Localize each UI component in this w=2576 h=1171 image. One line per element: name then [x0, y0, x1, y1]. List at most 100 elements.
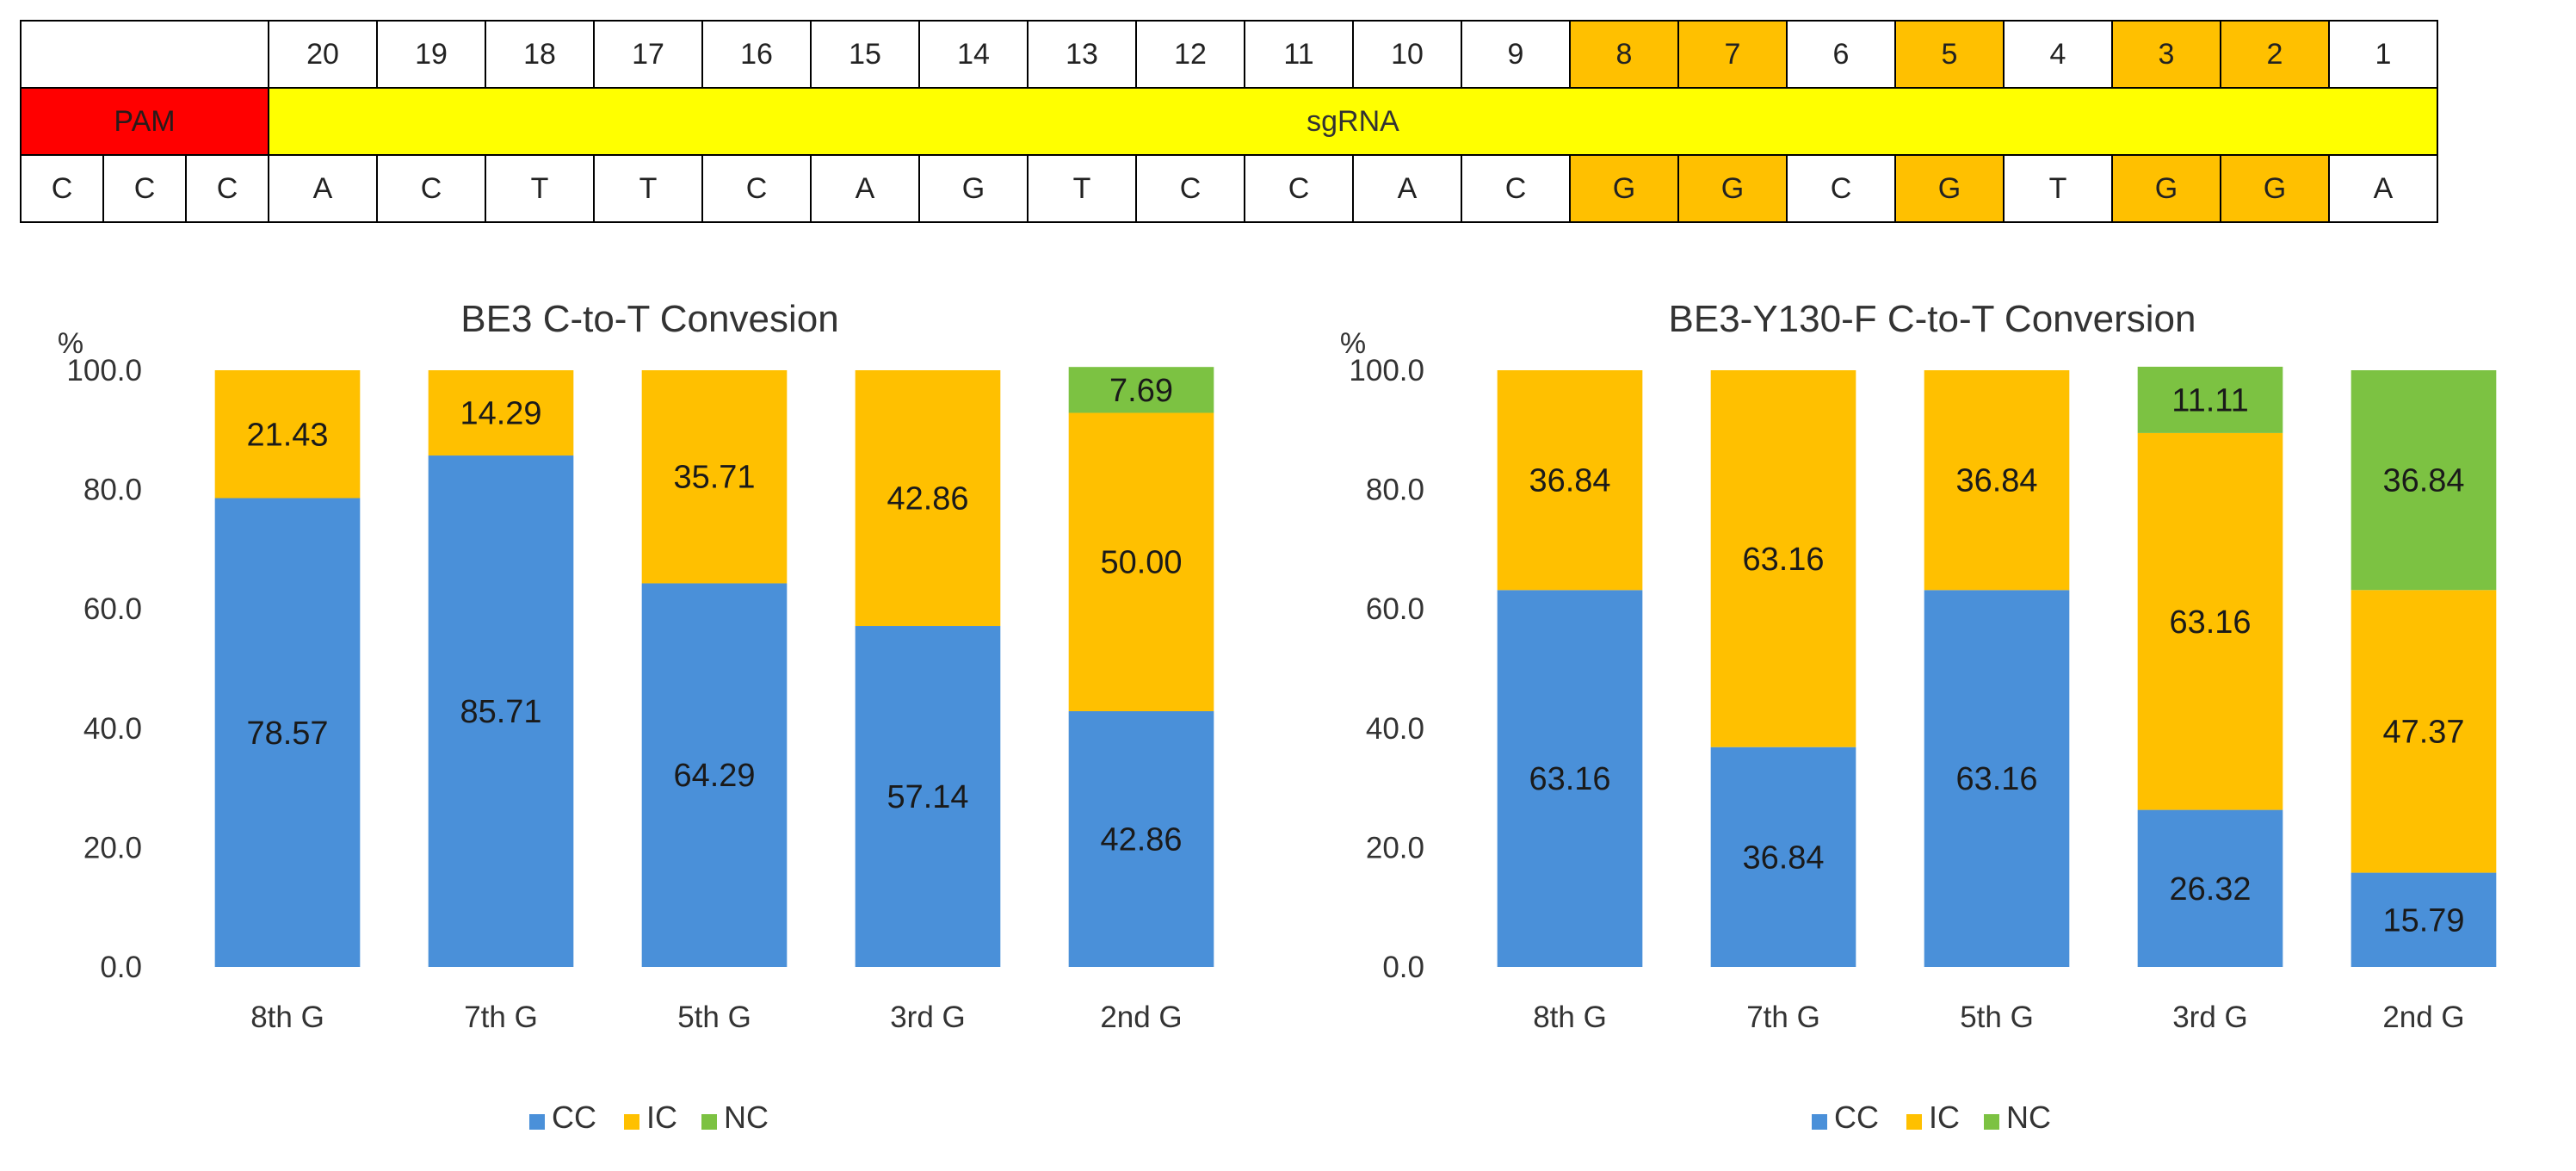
- chart-title: BE3 C-to-T Convesion: [460, 298, 838, 340]
- position-cell: 11: [1244, 20, 1354, 89]
- x-category-label: 5th G: [1960, 1001, 2034, 1034]
- sgrna-base-cell: A: [2328, 154, 2438, 223]
- chart-title: BE3-Y130-F C-to-T Conversion: [1669, 298, 2196, 340]
- data-label: 36.84: [1955, 463, 2037, 499]
- sgrna-base-cell: T: [1027, 154, 1137, 223]
- data-label: 63.16: [1529, 761, 1610, 797]
- y-axis-unit-label: %: [1340, 327, 1366, 360]
- sgrna-base-cell: A: [810, 154, 920, 223]
- sgrna-base-cell: C: [1461, 154, 1571, 223]
- data-label: 42.86: [1100, 821, 1182, 858]
- position-cell: 9: [1461, 20, 1571, 89]
- position-cell: 3: [2111, 20, 2221, 89]
- x-category-label: 8th G: [250, 1001, 324, 1034]
- x-category-label: 7th G: [1746, 1001, 1820, 1034]
- sgrna-base-cell: G: [2220, 154, 2330, 223]
- bar-segment-ic: [641, 370, 788, 584]
- data-label: 50.00: [1100, 545, 1182, 581]
- bar-segment-nc: [2351, 370, 2497, 591]
- position-cell: 1: [2328, 20, 2438, 89]
- legend-label: CC: [1834, 1100, 1879, 1135]
- position-cell: 14: [918, 20, 1029, 89]
- x-category-label: 8th G: [1533, 1001, 1607, 1034]
- data-label: 35.71: [673, 460, 755, 496]
- sgrna-base-cell: T: [485, 154, 595, 223]
- x-category-label: 3rd G: [2172, 1001, 2248, 1034]
- legend-label: IC: [1929, 1100, 1960, 1135]
- data-label: 26.32: [2169, 871, 2251, 908]
- legend-swatch-ic: [1906, 1114, 1922, 1130]
- x-category-label: 5th G: [677, 1001, 751, 1034]
- pam-base-cell: C: [185, 154, 269, 223]
- sgrna-base-cell: A: [1352, 154, 1462, 223]
- bar-segment-ic: [1924, 370, 2070, 591]
- bar-segment-cc: [428, 455, 574, 967]
- position-cell: 13: [1027, 20, 1137, 89]
- position-cell: 7: [1677, 20, 1788, 89]
- legend-swatch-cc: [529, 1114, 545, 1130]
- legend-label: IC: [646, 1100, 677, 1135]
- pam-label-cell: PAM: [20, 87, 269, 156]
- bar-segment-cc: [641, 583, 788, 967]
- bar-segment-cc: [2351, 872, 2497, 967]
- y-tick-label: 40.0: [83, 712, 142, 746]
- bar-segment-ic: [1068, 412, 1214, 711]
- bar-segment-cc: [2137, 809, 2283, 967]
- bar-segment-cc: [214, 498, 361, 967]
- position-cell: 2: [2220, 20, 2330, 89]
- bar-segment-ic: [1710, 370, 1856, 747]
- bar-segment-nc: [2137, 366, 2283, 433]
- y-tick-label: 0.0: [1382, 951, 1424, 984]
- x-category-label: 7th G: [464, 1001, 538, 1034]
- chart-be3-y130f: BE3-Y130-F C-to-T Conversion% 0.0 20.0 40.0…: [1300, 284, 2565, 1171]
- bar-segment-cc: [1497, 590, 1643, 967]
- x-category-label: 2nd G: [2382, 1001, 2464, 1034]
- sgrna-base-cell: T: [2003, 154, 2113, 223]
- position-cell: 12: [1135, 20, 1245, 89]
- position-cell: 10: [1352, 20, 1462, 89]
- bar-segment-cc: [855, 626, 1001, 967]
- chart-be3: BE3 C-to-T Convesion% 0.0 20.0 40.0 60.0 80.0…: [17, 284, 1282, 1171]
- y-tick-label: 20.0: [1366, 831, 1424, 864]
- legend-swatch-nc: [1984, 1114, 1999, 1130]
- bar-segment-ic: [1497, 370, 1643, 591]
- sequence-table: 20 19 18 17 16 15 14 13 12 11 10 9 8 7 6 5 4 3 2 1 PAM sgRN…: [20, 20, 2438, 223]
- position-cell: 17: [593, 20, 703, 89]
- position-cell: 20: [268, 20, 378, 89]
- y-tick-label: 0.0: [100, 951, 142, 984]
- data-label: 78.57: [246, 716, 328, 752]
- x-category-label: 2nd G: [1100, 1001, 1182, 1034]
- legend-swatch-cc: [1812, 1114, 1827, 1130]
- bar-segment-ic: [214, 370, 361, 499]
- y-tick-label: 80.0: [1366, 474, 1424, 507]
- position-cell: 18: [485, 20, 595, 89]
- sgrna-base-cell: C: [1786, 154, 1896, 223]
- region-label-row: PAM sgRNA: [20, 87, 2438, 156]
- data-label: 85.71: [460, 694, 541, 730]
- legend-swatch-nc: [701, 1114, 717, 1130]
- bar-segment-ic: [2351, 590, 2497, 873]
- legend-label: CC: [552, 1100, 596, 1135]
- sgrna-base-cell: A: [268, 154, 378, 223]
- sgrna-base-cell: G: [1677, 154, 1788, 223]
- data-label: 64.29: [673, 758, 755, 794]
- chart-be3-y130f-svg: BE3-Y130-F C-to-T Conversion% 0.0 20.0 40.0…: [1340, 298, 2497, 1135]
- data-label: 15.79: [2382, 902, 2464, 939]
- data-label: 11.11: [2171, 382, 2248, 418]
- bar-segment-ic: [428, 370, 574, 456]
- bar-segment-cc: [1710, 747, 1856, 967]
- position-cell: 15: [810, 20, 920, 89]
- chart-be3-svg: BE3 C-to-T Convesion% 0.0 20.0 40.0 60.0 80.0…: [58, 298, 1214, 1135]
- data-label: 14.29: [460, 396, 541, 432]
- position-cell: 5: [1894, 20, 2005, 89]
- sgrna-base-cell: G: [1894, 154, 2005, 223]
- data-label: 47.37: [2382, 714, 2464, 750]
- sgrna-base-cell: G: [2111, 154, 2221, 223]
- sgrna-base-cell: G: [918, 154, 1029, 223]
- y-tick-label: 60.0: [1366, 592, 1424, 626]
- data-label: 57.14: [886, 779, 968, 815]
- position-cell: 16: [701, 20, 812, 89]
- position-cell: 6: [1786, 20, 1896, 89]
- sgrna-base-cell: C: [701, 154, 812, 223]
- pam-base-cell: C: [102, 154, 187, 223]
